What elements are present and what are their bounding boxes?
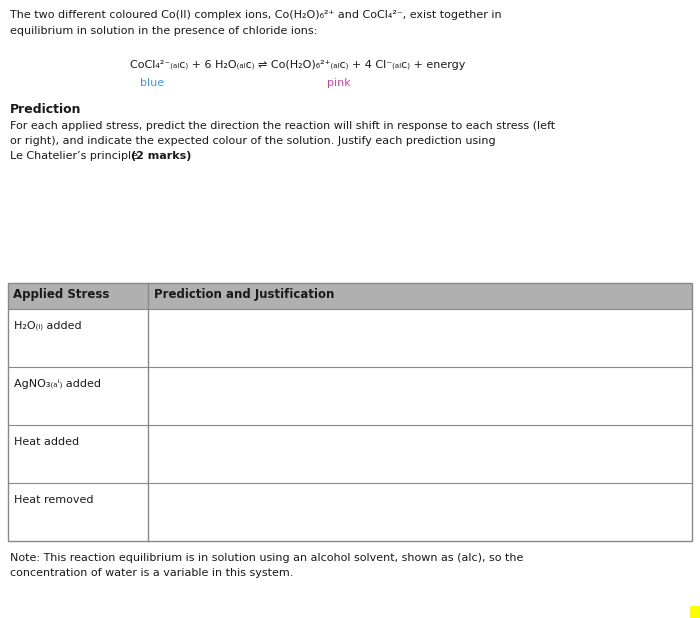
Text: CoCl₄²⁻₍ₐₗᴄ₎ + 6 H₂O₍ₐₗᴄ₎ ⇌ Co(H₂O)₆²⁺₍ₐₗᴄ₎ + 4 Cl⁻₍ₐₗᴄ₎ + energy: CoCl₄²⁻₍ₐₗᴄ₎ + 6 H₂O₍ₐₗᴄ₎ ⇌ Co(H₂O)₆²⁺₍ₐ…: [130, 60, 466, 70]
Text: Heat added: Heat added: [14, 437, 79, 447]
Bar: [8, 283, 692, 309]
Text: (2 marks): (2 marks): [131, 151, 191, 161]
Text: or right), and indicate the expected colour of the solution. Justify each predic: or right), and indicate the expected col…: [10, 136, 496, 146]
Text: Le Chatelier’s principle.: Le Chatelier’s principle.: [10, 151, 145, 161]
Text: H₂O₍ₗ₎ added: H₂O₍ₗ₎ added: [14, 321, 82, 331]
Bar: [8, 283, 692, 541]
Text: Heat removed: Heat removed: [14, 495, 94, 505]
Text: equilibrium in solution in the presence of chloride ions:: equilibrium in solution in the presence …: [10, 26, 317, 36]
Text: Prediction: Prediction: [10, 103, 81, 116]
Text: The two different coloured Co(II) complex ions, Co(H₂O)₆²⁺ and CoCl₄²⁻, exist to: The two different coloured Co(II) comple…: [10, 10, 502, 20]
Text: blue: blue: [140, 78, 164, 88]
Text: pink: pink: [327, 78, 351, 88]
Text: Applied Stress: Applied Stress: [13, 288, 109, 301]
Bar: [8, 283, 692, 541]
Text: Prediction and Justification: Prediction and Justification: [154, 288, 335, 301]
Text: For each applied stress, predict the direction the reaction will shift in respon: For each applied stress, predict the dir…: [10, 121, 555, 131]
Text: concentration of water is a variable in this system.: concentration of water is a variable in …: [10, 568, 293, 578]
Text: AgNO₃₍ₐⁱ₎ added: AgNO₃₍ₐⁱ₎ added: [14, 379, 101, 389]
Bar: [690, 606, 700, 618]
Text: Note: This reaction equilibrium is in solution using an alcohol solvent, shown a: Note: This reaction equilibrium is in so…: [10, 553, 524, 563]
